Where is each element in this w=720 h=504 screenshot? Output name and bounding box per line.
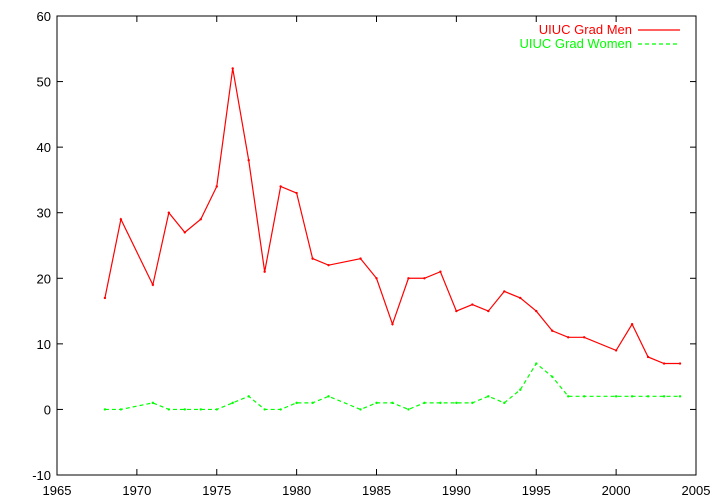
x-tick-label: 1975 [202, 483, 231, 498]
data-point-uiuc-grad-men [295, 191, 298, 195]
legend-label-uiuc-grad-men: UIUC Grad Men [539, 22, 632, 37]
x-tick-label: 1970 [122, 483, 151, 498]
y-tick-label: 10 [37, 337, 51, 352]
data-point-uiuc-grad-women [359, 408, 362, 411]
x-tick-label: 1965 [43, 483, 72, 498]
data-point-uiuc-grad-women [295, 401, 298, 405]
data-point-uiuc-grad-men [391, 322, 394, 326]
data-point-uiuc-grad-men [327, 263, 330, 267]
data-point-uiuc-grad-men [423, 277, 426, 280]
data-point-uiuc-grad-men [183, 231, 186, 234]
data-point-uiuc-grad-women [311, 401, 314, 405]
data-point-uiuc-grad-men [151, 283, 155, 287]
data-point-uiuc-grad-men [471, 303, 474, 306]
data-point-uiuc-grad-men [311, 257, 314, 260]
data-point-uiuc-grad-women [183, 408, 186, 411]
data-point-uiuc-grad-men [215, 185, 218, 188]
data-point-uiuc-grad-men [535, 309, 538, 313]
data-point-uiuc-grad-women [151, 401, 155, 405]
data-point-uiuc-grad-men [646, 355, 650, 359]
data-point-uiuc-grad-women [471, 401, 474, 405]
data-point-uiuc-grad-women [407, 408, 410, 411]
data-point-uiuc-grad-women [630, 395, 634, 398]
plot-frame [56, 15, 697, 476]
data-point-uiuc-grad-men [119, 218, 123, 221]
data-point-uiuc-grad-women [231, 401, 234, 405]
data-point-uiuc-grad-women [215, 408, 218, 411]
data-point-uiuc-grad-women [455, 401, 458, 405]
legend-label-uiuc-grad-women: UIUC Grad Women [520, 36, 632, 51]
y-tick-label: 30 [37, 206, 51, 221]
data-point-uiuc-grad-men [630, 322, 634, 326]
data-point-uiuc-grad-men [439, 270, 442, 273]
series-line-uiuc-grad-women [104, 362, 681, 411]
data-point-uiuc-grad-women [103, 408, 107, 411]
data-point-uiuc-grad-men [662, 362, 666, 365]
data-point-uiuc-grad-men [519, 296, 522, 300]
data-point-uiuc-grad-women [646, 395, 650, 398]
data-point-uiuc-grad-men [359, 257, 362, 260]
data-point-uiuc-grad-women [535, 362, 538, 365]
data-point-uiuc-grad-women [263, 408, 266, 411]
series-group [103, 67, 682, 411]
data-point-uiuc-grad-men [614, 349, 618, 352]
axes: 1965 1970 1975 1980 1985 1990 1995 2000 2005 -10 0… [32, 9, 710, 498]
data-point-uiuc-grad-women [614, 395, 618, 398]
data-point-uiuc-grad-women [487, 395, 490, 398]
data-point-uiuc-grad-men [455, 309, 458, 313]
data-point-uiuc-grad-women [247, 395, 250, 398]
data-point-uiuc-grad-men [167, 211, 171, 214]
data-point-uiuc-grad-men [487, 309, 490, 313]
x-tick-label: 1990 [442, 483, 471, 498]
data-point-uiuc-grad-women [199, 408, 202, 411]
data-point-uiuc-grad-women [423, 401, 426, 405]
data-point-uiuc-grad-women [375, 401, 378, 405]
y-tick-label: 40 [37, 140, 51, 155]
data-point-uiuc-grad-men [582, 336, 586, 339]
data-point-uiuc-grad-women [678, 395, 682, 398]
data-point-uiuc-grad-women [503, 401, 506, 405]
x-tick-label: 1980 [282, 483, 311, 498]
data-point-uiuc-grad-women [279, 408, 282, 411]
data-point-uiuc-grad-women [167, 408, 171, 411]
data-point-uiuc-grad-men [103, 296, 107, 300]
data-point-uiuc-grad-men [263, 270, 266, 273]
y-tick-label: 60 [37, 9, 51, 24]
series-line-uiuc-grad-men [104, 68, 681, 365]
data-point-uiuc-grad-men [279, 185, 282, 188]
data-point-uiuc-grad-men [503, 290, 506, 293]
data-point-uiuc-grad-women [119, 408, 123, 411]
y-tick-label: 20 [37, 271, 51, 286]
data-point-uiuc-grad-women [391, 401, 394, 405]
y-tick-label: 50 [37, 75, 51, 90]
data-point-uiuc-grad-men [375, 277, 378, 280]
data-point-uiuc-grad-women [327, 395, 330, 398]
x-tick-label: 1995 [522, 483, 551, 498]
x-tick-label: 1985 [362, 483, 391, 498]
x-tick-label: 2000 [602, 483, 631, 498]
y-tick-label: -10 [32, 468, 51, 483]
data-point-uiuc-grad-men [567, 336, 570, 339]
data-point-uiuc-grad-women [551, 375, 554, 378]
data-point-uiuc-grad-men [407, 277, 410, 280]
data-point-uiuc-grad-women [662, 395, 666, 398]
data-point-uiuc-grad-men [551, 329, 554, 332]
data-point-uiuc-grad-men [678, 362, 682, 365]
data-point-uiuc-grad-women [582, 395, 586, 398]
y-tick-label: 0 [44, 402, 51, 417]
data-point-uiuc-grad-men [247, 159, 250, 162]
data-point-uiuc-grad-women [439, 401, 442, 405]
x-tick-label: 2005 [682, 483, 711, 498]
data-point-uiuc-grad-women [519, 388, 522, 391]
data-point-uiuc-grad-women [567, 395, 570, 398]
data-point-uiuc-grad-men [231, 67, 234, 70]
data-point-uiuc-grad-men [199, 218, 202, 221]
